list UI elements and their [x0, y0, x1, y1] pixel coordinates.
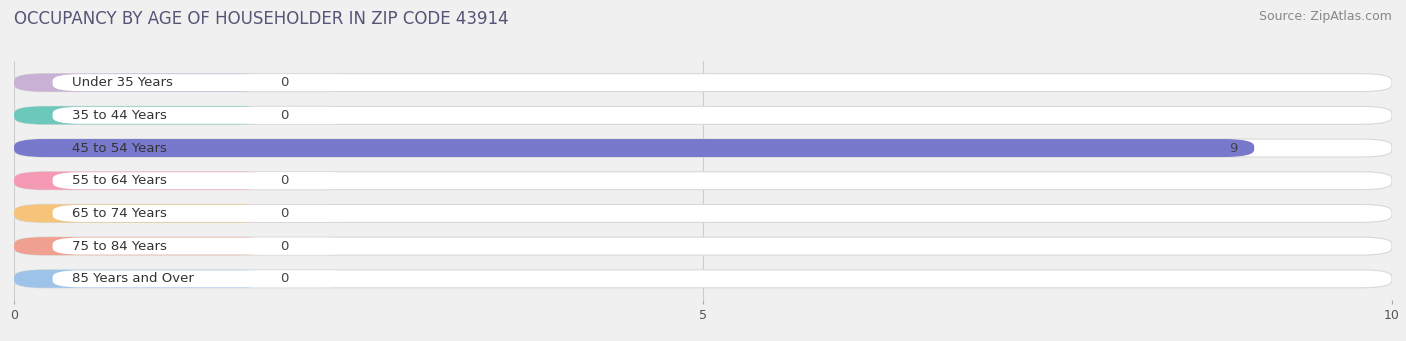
FancyBboxPatch shape — [52, 172, 352, 189]
Text: 65 to 74 Years: 65 to 74 Years — [72, 207, 167, 220]
Text: 9: 9 — [1229, 142, 1237, 154]
Text: 0: 0 — [280, 207, 288, 220]
Text: 45 to 54 Years: 45 to 54 Years — [72, 142, 167, 154]
Text: Source: ZipAtlas.com: Source: ZipAtlas.com — [1258, 10, 1392, 23]
Text: 0: 0 — [280, 240, 288, 253]
Text: 35 to 44 Years: 35 to 44 Years — [72, 109, 167, 122]
Text: Under 35 Years: Under 35 Years — [72, 76, 173, 89]
Text: 75 to 84 Years: 75 to 84 Years — [72, 240, 167, 253]
Text: OCCUPANCY BY AGE OF HOUSEHOLDER IN ZIP CODE 43914: OCCUPANCY BY AGE OF HOUSEHOLDER IN ZIP C… — [14, 10, 509, 28]
FancyBboxPatch shape — [14, 74, 269, 92]
Text: 55 to 64 Years: 55 to 64 Years — [72, 174, 167, 187]
FancyBboxPatch shape — [52, 270, 352, 287]
FancyBboxPatch shape — [14, 270, 1392, 288]
FancyBboxPatch shape — [14, 74, 1392, 92]
FancyBboxPatch shape — [52, 74, 352, 91]
Text: 0: 0 — [280, 272, 288, 285]
FancyBboxPatch shape — [14, 237, 269, 255]
FancyBboxPatch shape — [14, 139, 1392, 157]
FancyBboxPatch shape — [14, 205, 269, 222]
FancyBboxPatch shape — [14, 139, 1254, 157]
FancyBboxPatch shape — [14, 270, 269, 288]
FancyBboxPatch shape — [52, 238, 352, 255]
FancyBboxPatch shape — [14, 205, 1392, 222]
FancyBboxPatch shape — [14, 106, 1392, 124]
Text: 0: 0 — [280, 109, 288, 122]
FancyBboxPatch shape — [14, 172, 269, 190]
Text: 0: 0 — [280, 76, 288, 89]
FancyBboxPatch shape — [52, 205, 352, 222]
Text: 85 Years and Over: 85 Years and Over — [72, 272, 194, 285]
Text: 0: 0 — [280, 174, 288, 187]
FancyBboxPatch shape — [52, 107, 352, 124]
FancyBboxPatch shape — [14, 172, 1392, 190]
FancyBboxPatch shape — [14, 237, 1392, 255]
FancyBboxPatch shape — [14, 106, 269, 124]
